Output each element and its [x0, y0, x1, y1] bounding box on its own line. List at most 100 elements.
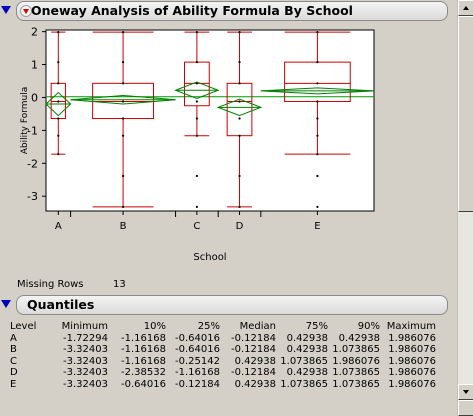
disclosure-triangle-icon[interactable] — [1, 299, 11, 309]
data-point — [238, 82, 241, 85]
y-tick-label: 2 — [31, 26, 38, 39]
table-cell: 0.42938 — [286, 332, 328, 344]
data-point — [316, 205, 319, 208]
scroll-thumb[interactable] — [458, 16, 473, 212]
quantiles-table: Level Minimum 10% 25% Median 75% 90% Max… — [10, 321, 436, 390]
table-cell: -3.32403 — [63, 344, 108, 356]
table-cell: 1.986076 — [332, 355, 380, 367]
table-cell: 1.073865 — [280, 378, 328, 390]
data-point — [57, 100, 60, 103]
column-header: 10% — [143, 321, 166, 333]
table-row: C -3.32403 -1.16168 -0.25142 0.42938 1.0… — [10, 356, 436, 368]
column-header: Median — [239, 321, 276, 333]
data-point — [238, 31, 241, 34]
x-tick-label: C — [193, 221, 200, 232]
data-point — [121, 61, 125, 64]
table-cell: 1.073865 — [332, 344, 380, 356]
quantiles-title: Quantiles — [27, 297, 95, 312]
quantiles-outline-header[interactable]: Quantiles — [16, 295, 448, 315]
page-title: Oneway Analysis of Ability Formula By Sc… — [31, 3, 353, 18]
table-cell: -1.16168 — [121, 332, 166, 344]
oneway-chart[interactable]: 2 1 0 -1 -2 -3 Ability Formula School A B C D E — [13, 25, 376, 267]
table-cell: -0.64016 — [121, 378, 166, 390]
table-cell: 1.986076 — [388, 332, 436, 344]
quantiles-header-row: Level Minimum 10% 25% Median 75% 90% Max… — [10, 321, 436, 333]
data-point — [238, 134, 241, 137]
data-point — [57, 61, 60, 64]
table-cell: 1.073865 — [332, 367, 380, 379]
data-point — [195, 100, 198, 103]
x-tick-label: E — [314, 221, 320, 232]
data-point — [57, 153, 60, 156]
data-point — [316, 174, 319, 178]
table-cell: -0.64016 — [175, 332, 220, 344]
data-point — [195, 134, 198, 137]
data-point — [57, 31, 60, 34]
y-tick-label: -1 — [27, 124, 38, 137]
report-window: Oneway Analysis of Ability Formula By Sc… — [1, 1, 448, 390]
table-cell: 0.42938 — [338, 332, 380, 344]
scroll-down-button[interactable] — [458, 384, 473, 400]
data-point — [57, 82, 60, 85]
data-point — [195, 31, 198, 34]
x-tick-label: D — [236, 221, 244, 232]
column-header: Maximum — [386, 321, 436, 333]
arrow-down-icon — [463, 390, 469, 394]
x-tick-label: A — [55, 221, 62, 232]
table-cell: 1.986076 — [388, 355, 436, 367]
table-cell: -0.12184 — [231, 367, 276, 379]
data-point — [121, 205, 125, 208]
data-point — [195, 205, 198, 208]
table-cell: B — [10, 344, 17, 356]
scroll-up-button[interactable] — [458, 0, 473, 16]
table-cell: 1.986076 — [388, 378, 436, 390]
table-cell: -1.72294 — [63, 332, 108, 344]
table-row: D -3.32403 -2.38532 -1.16168 -0.12184 0.… — [10, 367, 436, 379]
column-header: 75% — [305, 321, 328, 333]
data-point — [195, 61, 198, 64]
table-cell: 1.073865 — [280, 355, 328, 367]
missing-rows-label: Missing Rows — [17, 279, 84, 290]
data-point — [57, 117, 60, 120]
y-tick-label: -3 — [27, 190, 38, 203]
table-cell: -2.38532 — [121, 367, 166, 379]
table-cell: -3.32403 — [63, 378, 108, 390]
table-cell: C — [10, 355, 17, 367]
plot-frame — [45, 29, 375, 212]
table-cell: -0.12184 — [175, 378, 220, 390]
y-tick-label: -2 — [27, 157, 38, 170]
table-cell: -3.32403 — [63, 367, 108, 379]
table-cell: -1.16168 — [175, 367, 220, 379]
disclosure-triangle-icon[interactable] — [1, 5, 11, 15]
data-point — [316, 117, 319, 120]
data-point — [238, 117, 241, 120]
data-point — [121, 117, 125, 120]
data-point — [195, 117, 198, 120]
column-header: 90% — [357, 321, 380, 333]
data-point — [238, 61, 241, 64]
table-cell: 0.42938 — [286, 344, 328, 356]
table-cell: -3.32403 — [63, 355, 108, 367]
table-cell: 0.42938 — [286, 367, 328, 379]
x-axis-title: School — [193, 252, 226, 263]
column-header: 25% — [197, 321, 220, 333]
y-axis-title: Ability Formula — [20, 87, 30, 154]
table-cell: -1.16168 — [121, 344, 166, 356]
missing-rows-value: 13 — [113, 279, 126, 290]
column-header: Level — [10, 321, 37, 333]
vertical-scrollbar[interactable] — [457, 0, 473, 416]
scroll-corner — [458, 400, 473, 416]
oneway-outline-header[interactable]: Oneway Analysis of Ability Formula By Sc… — [16, 1, 448, 21]
data-point — [316, 61, 319, 64]
data-point — [316, 134, 319, 137]
data-point — [195, 82, 198, 85]
red-triangle-menu-icon[interactable] — [20, 5, 32, 17]
table-cell: 1.073865 — [332, 378, 380, 390]
data-point — [238, 174, 241, 178]
data-point — [316, 100, 319, 103]
table-cell: -0.64016 — [175, 344, 220, 356]
table-row: B -3.32403 -1.16168 -0.64016 -0.12184 0.… — [10, 344, 436, 356]
table-cell: -0.25142 — [175, 355, 220, 367]
x-tick-label: B — [120, 221, 127, 232]
data-point — [121, 134, 125, 137]
